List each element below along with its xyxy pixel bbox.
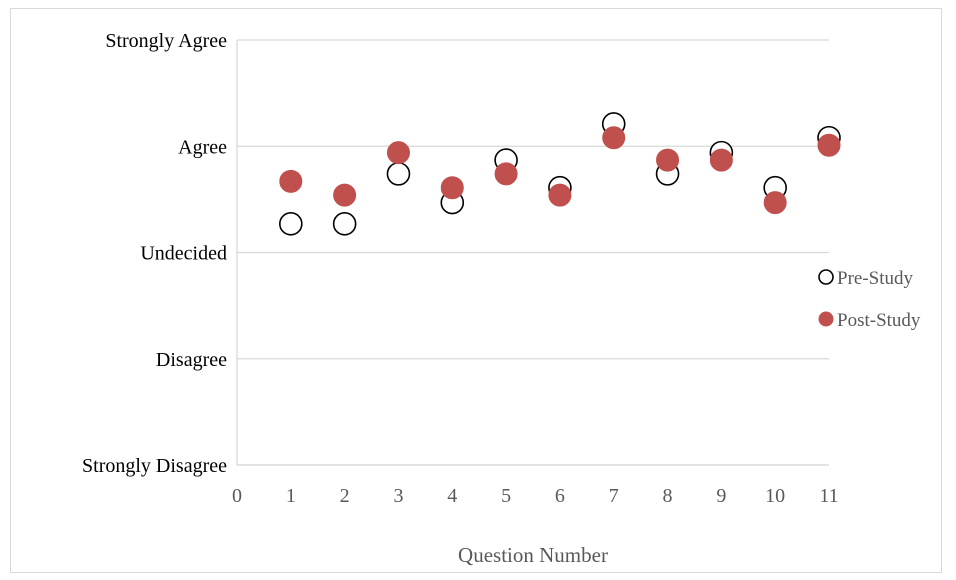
x-tick-label: 11 xyxy=(819,485,838,507)
post-study-point xyxy=(709,148,733,172)
x-tick-label: 7 xyxy=(609,485,619,507)
post-study-point xyxy=(548,183,572,207)
x-tick-label: 0 xyxy=(232,485,242,507)
post-study-point xyxy=(386,141,410,165)
y-tick-label: Disagree xyxy=(156,349,227,371)
y-tick-label: Strongly Agree xyxy=(105,30,227,52)
x-tick-label: 8 xyxy=(663,485,673,507)
pre-study-point xyxy=(386,162,411,186)
post-study-point xyxy=(494,162,518,186)
y-tick-label: Strongly Disagree xyxy=(82,455,227,477)
legend-label: Post-Study xyxy=(837,310,921,331)
x-tick-label: 9 xyxy=(716,485,726,507)
post-study-point xyxy=(279,169,303,193)
post-study-point xyxy=(656,148,680,172)
legend-label: Pre-Study xyxy=(837,268,914,289)
chart-frame xyxy=(10,8,942,573)
y-tick-label: Undecided xyxy=(140,243,227,265)
x-tick-label: 10 xyxy=(765,485,785,507)
x-tick-label: 2 xyxy=(340,485,350,507)
legend-marker-post-study xyxy=(818,311,834,327)
pre-study-point xyxy=(332,212,357,236)
legend-marker-pre-study xyxy=(818,269,834,285)
post-study-point xyxy=(817,133,841,157)
post-study-point xyxy=(602,126,626,150)
post-study-point xyxy=(440,176,464,200)
x-axis-title: Question Number xyxy=(458,543,608,567)
post-study-point xyxy=(333,183,357,207)
y-tick-label: Agree xyxy=(178,136,227,158)
x-tick-label: 3 xyxy=(393,485,403,507)
x-tick-label: 4 xyxy=(447,485,457,507)
x-tick-label: 6 xyxy=(555,485,565,507)
x-tick-label: 5 xyxy=(501,485,511,507)
pre-study-point xyxy=(279,212,303,236)
x-tick-label: 1 xyxy=(286,485,296,507)
post-study-point xyxy=(763,191,787,215)
